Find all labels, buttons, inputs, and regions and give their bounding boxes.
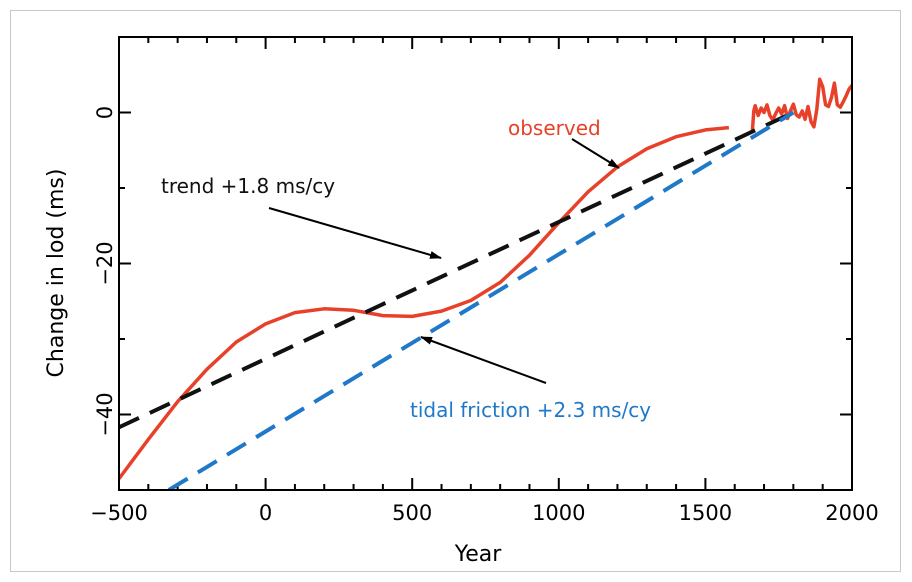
figure-frame: −500 0 500 1000 1500 2000 −40 −20 0 Year Change … (10, 10, 901, 572)
x-tick-label: 0 (259, 501, 272, 525)
series-line-2 (119, 110, 795, 430)
y-tick-label: −20 (93, 241, 117, 285)
tidal-friction-arrow (420, 336, 547, 384)
trend-label: trend +1.8 ms/cy (161, 174, 335, 198)
x-tick-label: 500 (392, 501, 432, 525)
x-tick-label: −500 (90, 501, 148, 525)
series-line-3 (167, 110, 795, 490)
series-line-0 (119, 125, 730, 480)
x-tick-label: 1500 (679, 501, 732, 525)
observed-arrow (571, 138, 620, 169)
x-tick-label: 1000 (532, 501, 585, 525)
y-axis-title: Change in lod (ms) (44, 169, 69, 378)
plot-area (118, 36, 853, 491)
lod-chart: −500 0 500 1000 1500 2000 −40 −20 0 Year Change … (44, 36, 879, 567)
y-tick-label: −40 (93, 392, 117, 436)
trend-arrow (268, 207, 442, 259)
x-axis-title: Year (454, 542, 503, 567)
observed-label: observed (508, 116, 601, 140)
tick-marks (118, 36, 853, 491)
series-line-1 (750, 77, 852, 133)
series-lines (119, 77, 852, 490)
y-tick-label: 0 (93, 106, 117, 119)
tick-labels: −500 0 500 1000 1500 2000 −40 −20 0 (90, 106, 879, 525)
tidal-friction-label: tidal friction +2.3 ms/cy (410, 398, 651, 422)
x-tick-label: 2000 (825, 501, 878, 525)
